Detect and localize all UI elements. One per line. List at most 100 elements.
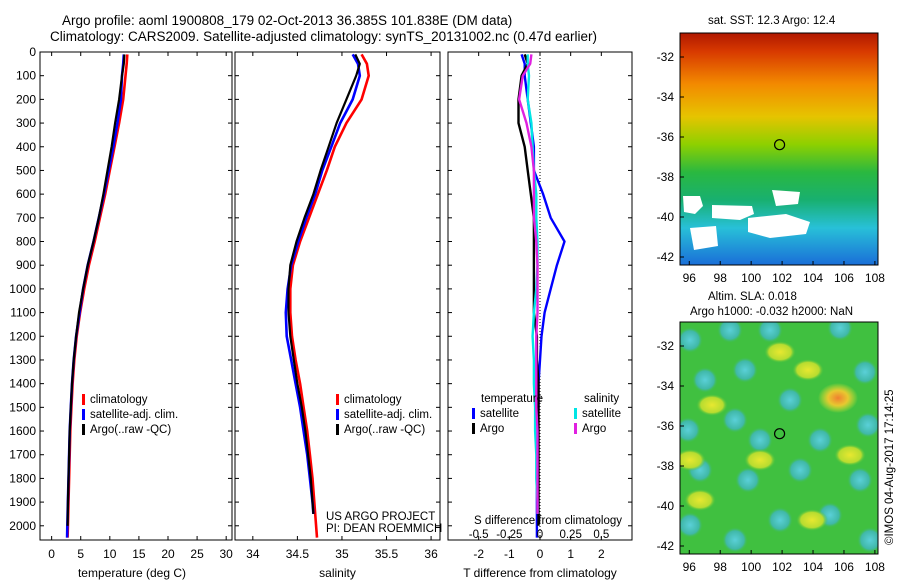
depth-tick-label: 1400 <box>9 377 36 391</box>
sla-high-patch <box>684 489 716 511</box>
map-x-tick-label: 102 <box>772 560 792 574</box>
map-x-tick-label: 100 <box>741 271 761 285</box>
legend-swatch <box>336 424 339 435</box>
sla-map: 96 98 100 102 104 106 108 -32 -34 -36 -38 -40 -42 <box>657 321 885 574</box>
depth-tick-label: 1200 <box>9 329 36 343</box>
map-x-tick-label: 96 <box>683 271 697 285</box>
top-tick-label: 0.25 <box>559 529 581 541</box>
argo-position-marker <box>773 139 786 151</box>
map-y-tick-label: -32 <box>657 339 675 353</box>
legend-label: climatology <box>90 394 148 406</box>
legend-label: Argo <box>480 423 504 435</box>
sla-low-patch <box>847 467 873 493</box>
sla-high-patch <box>796 509 828 531</box>
sla-low-patch <box>855 412 878 438</box>
top-axis-label: S difference from climatology <box>474 515 622 527</box>
climatology-line <box>288 53 371 538</box>
x-tick-label: 0 <box>48 547 55 561</box>
map-y-tick-label: -40 <box>657 210 675 224</box>
x-tick-label: 34 <box>246 547 260 561</box>
depth-tick-label: 1000 <box>9 282 36 296</box>
argo-position-marker <box>773 428 786 440</box>
x-tick-label: 0 <box>537 547 544 561</box>
legend-swatch <box>336 409 339 420</box>
legend-swatch <box>82 424 85 435</box>
x-tick-label: 25 <box>190 547 204 561</box>
depth-tick-label: 800 <box>16 235 36 249</box>
argo-line <box>287 53 361 514</box>
depth-tick-label: 1100 <box>10 306 36 320</box>
x-tick-label: 1 <box>567 547 574 561</box>
salinity-panel: 34 34.5 35 35.5 36 climatology satellite-adj. … <box>234 51 441 580</box>
depth-tick-label: 1900 <box>9 495 36 509</box>
map-x-tick-label: 106 <box>834 560 854 574</box>
project-line-1: US ARGO PROJECT <box>326 511 435 523</box>
legend-label: satellite <box>582 408 621 420</box>
sla-high-patch <box>792 359 824 381</box>
sla-high-patch <box>744 449 776 471</box>
sla-low-patch <box>680 417 701 443</box>
depth-tick-label: 300 <box>16 116 36 130</box>
sla-low-patch <box>757 322 783 343</box>
sst-missing-data-patch <box>712 205 754 220</box>
x-tick-label: 15 <box>132 547 146 561</box>
x-tick-label: 36 <box>424 547 438 561</box>
sla-low-patch <box>735 467 761 493</box>
sla-low-patch <box>857 527 878 553</box>
depth-tick-label: 1700 <box>9 448 36 462</box>
map-x-tick-label: 96 <box>683 560 697 574</box>
x-axis-label: salinity <box>319 566 356 580</box>
depth-tick-label: 700 <box>16 211 36 225</box>
plot-frame <box>234 51 441 541</box>
sla-low-patch <box>827 322 853 341</box>
map-x-tick-label: 108 <box>865 271 885 285</box>
x-axis-label: T difference from climatology <box>463 566 617 580</box>
sla-low-patch <box>692 367 718 393</box>
sla-low-patch <box>807 427 833 453</box>
depth-tick-label: 200 <box>16 92 36 106</box>
sst-missing-data-patch <box>683 196 703 214</box>
sla-low-patch <box>747 427 773 453</box>
figure-title-line-1: Argo profile: aoml 1900808_179 02-Oct-20… <box>62 13 513 28</box>
sst-title: sat. SST: 12.3 Argo: 12.4 <box>708 15 836 27</box>
sst-map: 96 98 100 102 104 106 108 -32 -34 -36 -38 -40 -42 <box>657 32 885 285</box>
depth-tick-label: 1300 <box>9 353 36 367</box>
satellite-adj-clim-line <box>284 53 362 514</box>
x-tick-label: 5 <box>77 547 84 561</box>
legend-swatch <box>82 409 85 420</box>
depth-tick-label: 900 <box>16 258 36 272</box>
legend-swatch <box>472 408 475 419</box>
x-tick-label: 30 <box>220 547 234 561</box>
map-x-tick-label: 106 <box>834 271 854 285</box>
sla-low-patch <box>852 359 878 385</box>
legend-label: satellite-adj. clim. <box>344 409 432 421</box>
sla-title-line-2: Argo h1000: -0.032 h2000: NaN <box>690 306 853 318</box>
map-x-tick-label: 98 <box>714 271 728 285</box>
map-x-tick-label: 100 <box>741 560 761 574</box>
project-line-2: PI: DEAN ROEMMICH <box>326 523 442 535</box>
sla-low-patch <box>767 507 793 533</box>
sst-missing-data-patch <box>748 214 810 238</box>
sla-title-line-1: Altim. SLA: 0.018 <box>708 291 797 303</box>
depth-tick-label: 2000 <box>9 519 36 533</box>
sst-missing-data-patch <box>690 226 718 250</box>
map-x-tick-label: 104 <box>803 271 823 285</box>
depth-tick-label: 1500 <box>9 400 36 414</box>
map-y-tick-label: -34 <box>657 379 675 393</box>
map-x-tick-label: 98 <box>714 560 728 574</box>
sla-high-patch <box>834 444 866 466</box>
map-y-tick-label: -38 <box>657 170 675 184</box>
legend-swatch <box>574 423 577 434</box>
legend-label: Argo <box>582 423 606 435</box>
sla-high-patch <box>696 394 728 416</box>
depth-tick-label: 1800 <box>9 471 36 485</box>
map-y-tick-label: -34 <box>657 90 675 104</box>
map-y-tick-label: -36 <box>657 419 675 433</box>
map-x-tick-label: 108 <box>865 560 885 574</box>
legend-label: satellite-adj. clim. <box>90 409 178 421</box>
legend-label: satellite <box>480 408 519 420</box>
legend-label: Argo(..raw -QC) <box>344 424 425 436</box>
sst-missing-data-patch <box>772 190 800 206</box>
x-tick-label: -1 <box>504 547 515 561</box>
